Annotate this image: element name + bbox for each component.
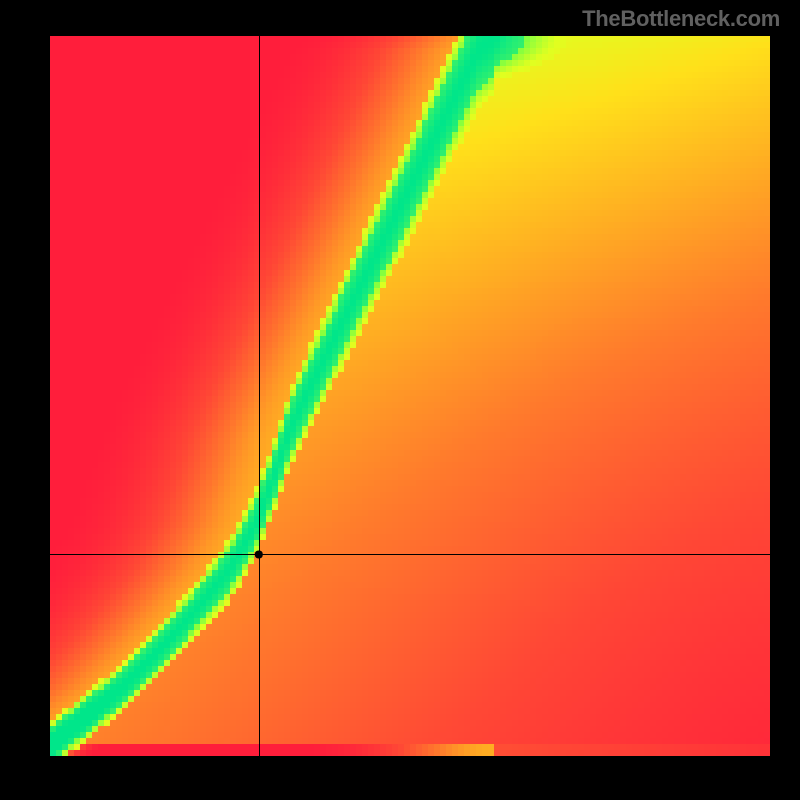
heatmap-root: TheBottleneck.com <box>0 0 800 800</box>
watermark-text: TheBottleneck.com <box>582 6 780 32</box>
heatmap-canvas <box>50 36 770 756</box>
plot-area <box>50 36 770 756</box>
